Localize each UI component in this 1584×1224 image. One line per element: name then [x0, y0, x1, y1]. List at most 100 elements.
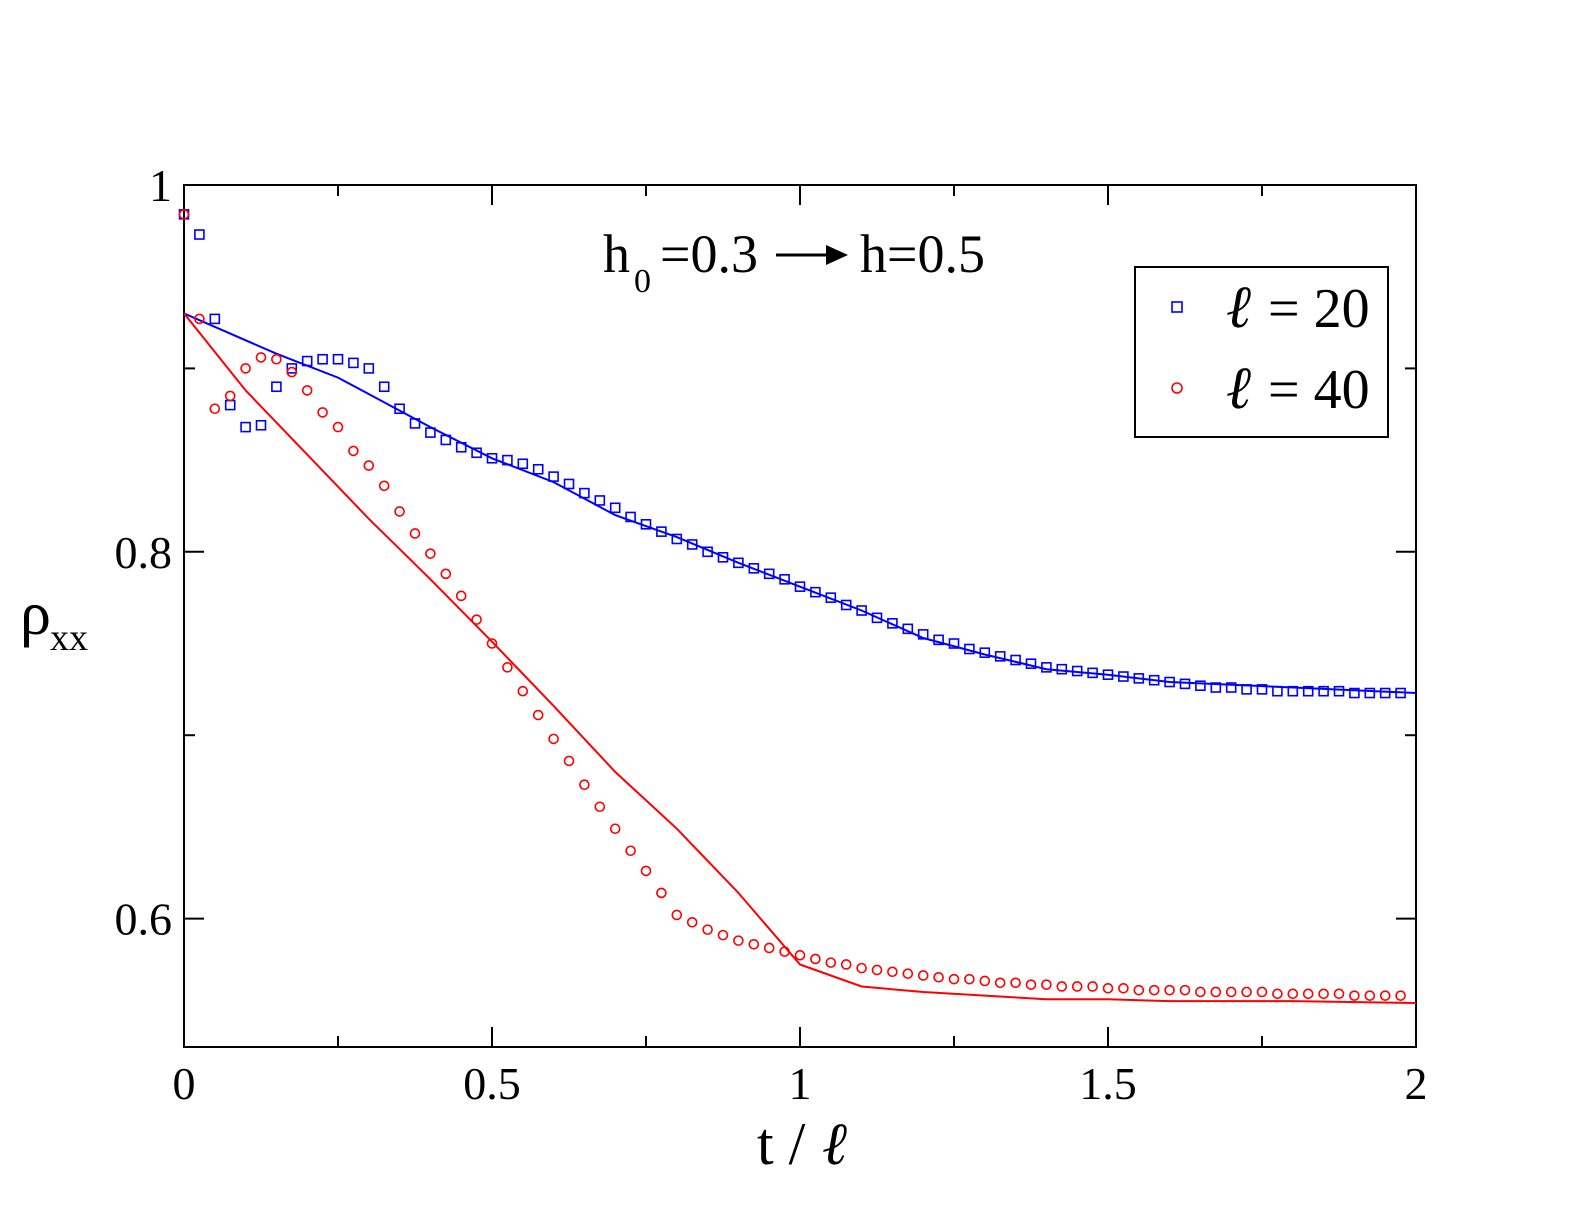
point-series-0-22	[517, 458, 529, 470]
point-series-0-44	[856, 605, 867, 616]
point-series-1-23	[532, 709, 544, 721]
legend-marker-0	[1171, 301, 1183, 313]
point-series-1-15	[409, 528, 421, 539]
point-series-0-73	[1302, 685, 1314, 697]
x-axis-label: t / ℓ	[757, 1111, 847, 1177]
point-series-1-71	[1272, 988, 1283, 1000]
point-series-0-31	[656, 526, 667, 537]
point-series-1-56	[1041, 979, 1052, 990]
point-series-0-55	[1025, 658, 1037, 669]
fit-line-series-1	[183, 312, 1417, 1004]
point-series-1-11	[348, 445, 359, 457]
point-series-0-12	[363, 363, 375, 374]
point-series-0-49	[933, 634, 944, 646]
y-tick-label-1: 0.8	[115, 527, 173, 578]
point-series-1-5	[255, 352, 267, 363]
point-series-1-9	[317, 407, 328, 418]
point-series-0-46	[887, 618, 898, 629]
point-series-1-33	[686, 916, 698, 928]
point-series-0-2	[209, 313, 221, 325]
point-series-1-20	[486, 638, 498, 649]
point-series-1-55	[1025, 979, 1037, 990]
point-series-0-24	[548, 471, 559, 482]
point-series-0-7	[286, 363, 298, 374]
point-series-1-35	[717, 929, 729, 941]
point-series-0-13	[378, 381, 390, 393]
point-series-0-23	[532, 463, 544, 475]
point-series-1-51	[964, 973, 975, 985]
point-series-0-76	[1349, 687, 1360, 699]
point-series-0-32	[671, 533, 683, 545]
point-series-1-66	[1195, 986, 1206, 998]
point-series-0-42	[825, 592, 837, 603]
point-series-0-29	[625, 511, 636, 523]
point-series-1-4	[240, 363, 251, 374]
point-series-0-27	[594, 495, 606, 506]
y-axis-label-main: ρ	[20, 580, 51, 648]
point-series-0-20	[486, 452, 498, 464]
point-series-0-39	[779, 574, 790, 585]
point-series-0-50	[948, 638, 960, 649]
point-series-1-52	[979, 975, 991, 987]
point-series-1-58	[1071, 981, 1083, 992]
annotation-lhs-base: h	[603, 224, 630, 284]
point-series-1-17	[440, 568, 452, 580]
point-series-0-43	[840, 599, 852, 611]
point-series-1-57	[1056, 981, 1068, 992]
point-series-1-30	[640, 865, 652, 877]
point-series-1-76	[1349, 990, 1360, 1001]
point-series-0-66	[1195, 680, 1206, 691]
point-series-1-31	[656, 887, 667, 899]
point-series-1-74	[1318, 988, 1329, 1000]
x-tick-label-4: 2	[1405, 1058, 1428, 1109]
point-series-1-64	[1164, 984, 1175, 996]
annotation-lhs-sub: 0	[634, 263, 651, 300]
point-series-1-69	[1241, 986, 1252, 998]
point-series-1-61	[1118, 983, 1129, 994]
point-series-0-14	[394, 403, 405, 415]
point-series-1-14	[394, 506, 405, 517]
point-series-0-58	[1071, 665, 1083, 677]
x-tick-label-3: 1.5	[1079, 1058, 1137, 1109]
point-series-0-69	[1241, 684, 1252, 695]
point-series-0-45	[871, 612, 883, 624]
point-series-1-72	[1287, 988, 1299, 1000]
point-series-0-71	[1272, 685, 1283, 697]
point-series-1-0	[178, 209, 190, 220]
legend-marker-1	[1171, 382, 1183, 394]
y-axis-label: ρ xx	[20, 580, 88, 659]
point-series-1-62	[1133, 984, 1145, 996]
point-series-0-17	[440, 434, 452, 446]
point-series-1-79	[1395, 990, 1406, 1001]
point-series-0-34	[702, 546, 713, 558]
point-series-0-19	[471, 447, 482, 459]
point-series-1-6	[271, 353, 282, 365]
point-series-0-72	[1287, 685, 1299, 697]
legend-box	[1134, 266, 1389, 438]
point-series-0-33	[686, 539, 698, 550]
point-series-1-29	[625, 845, 636, 857]
point-series-0-41	[810, 586, 821, 598]
point-series-0-3	[224, 399, 236, 411]
point-series-1-27	[594, 801, 606, 813]
point-series-0-77	[1364, 687, 1376, 699]
point-series-1-65	[1179, 984, 1191, 996]
point-series-1-50	[948, 973, 960, 985]
y-tick-label-0: 0.6	[115, 894, 173, 945]
point-series-0-54	[1010, 654, 1021, 666]
point-series-1-24	[548, 733, 559, 745]
point-series-1-2	[209, 403, 221, 415]
point-series-1-68	[1225, 986, 1237, 998]
point-series-0-79	[1395, 687, 1406, 699]
point-series-0-35	[717, 552, 729, 563]
point-series-0-15	[409, 418, 421, 429]
point-series-0-52	[979, 647, 991, 658]
point-series-1-43	[840, 959, 852, 970]
point-series-1-7	[286, 366, 298, 378]
point-series-0-9	[317, 353, 328, 365]
point-series-0-64	[1164, 676, 1175, 688]
point-series-0-18	[455, 441, 467, 453]
point-series-0-8	[301, 355, 313, 367]
